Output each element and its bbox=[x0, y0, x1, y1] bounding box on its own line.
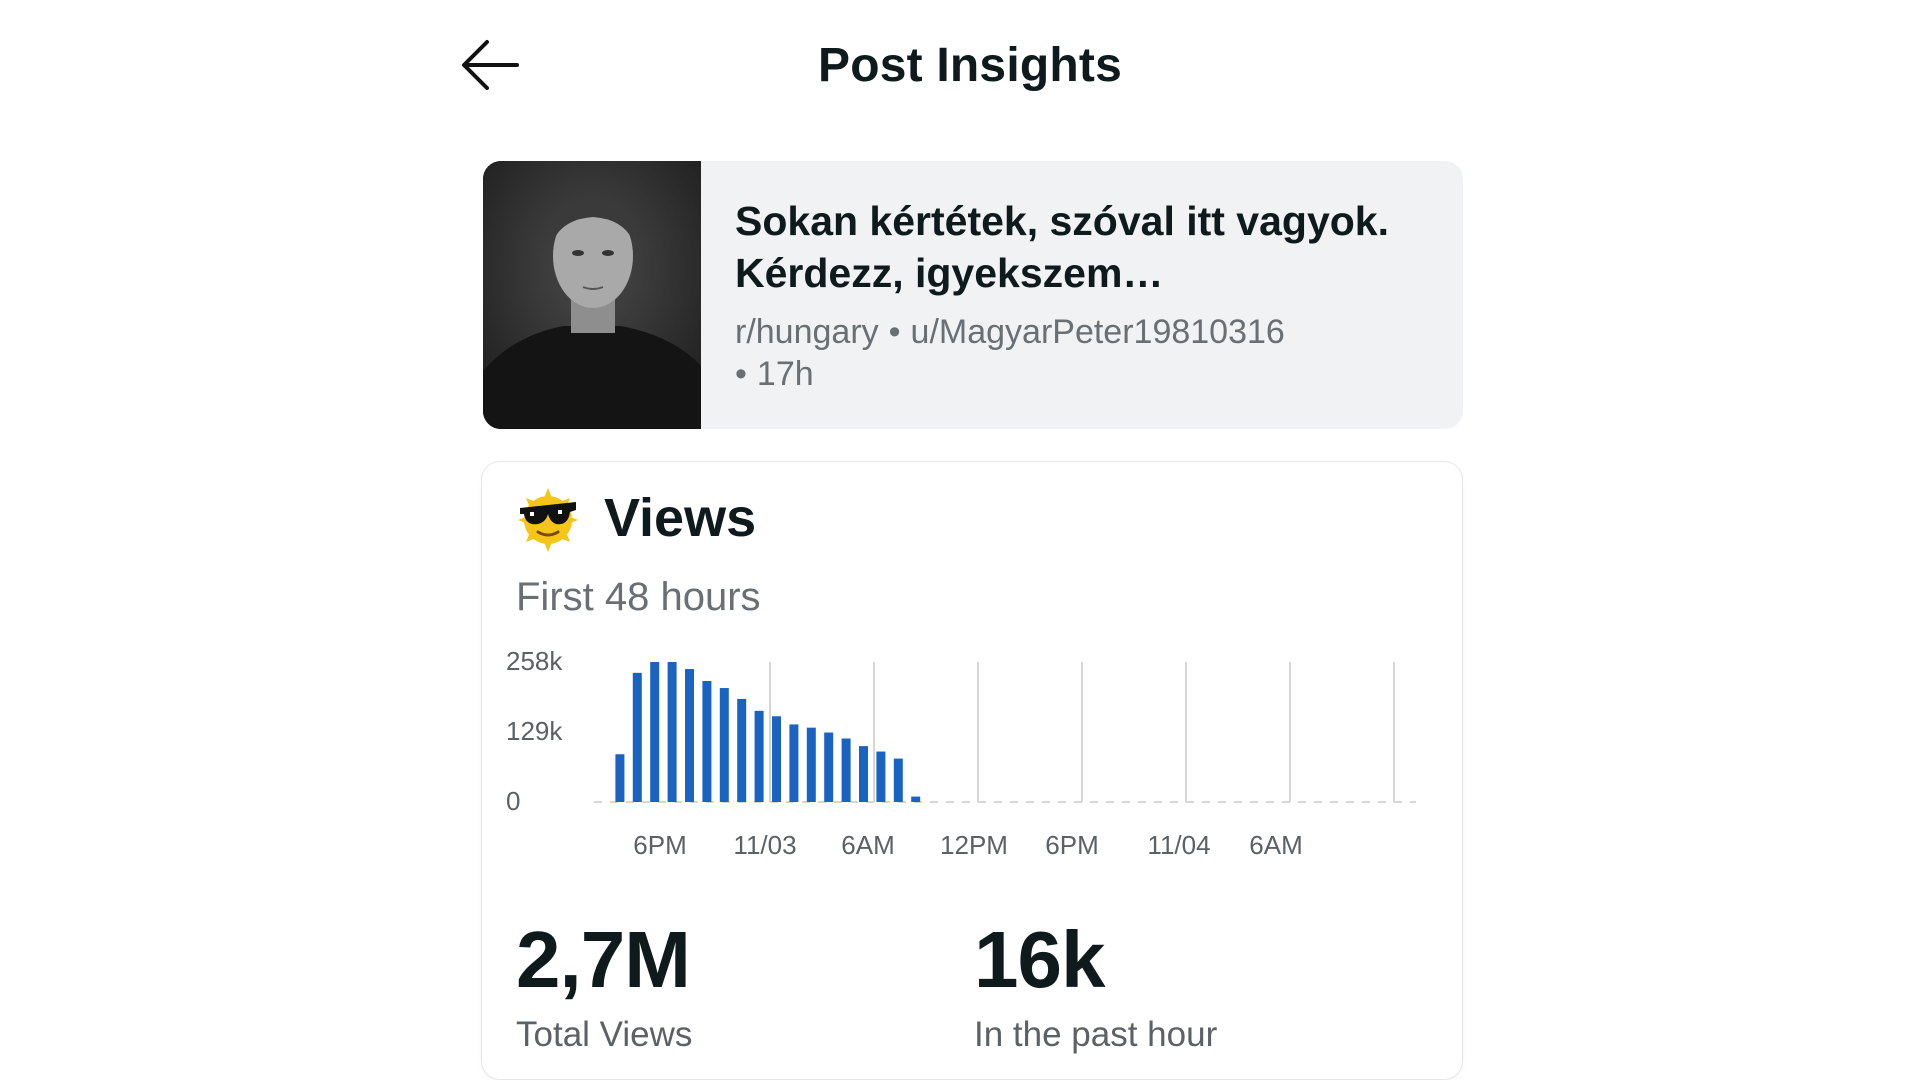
chart-bar bbox=[685, 669, 694, 802]
meta-separator: • bbox=[888, 313, 901, 351]
chart-bar bbox=[893, 758, 903, 802]
back-button[interactable] bbox=[455, 30, 525, 100]
post-thumbnail bbox=[483, 161, 701, 429]
chart-bar bbox=[632, 672, 642, 802]
post-meta: r/hungary • u/MagyarPeter19810316 • 17h bbox=[735, 311, 1433, 395]
x-tick-label: 6PM bbox=[633, 830, 686, 860]
chart-bar bbox=[789, 724, 799, 802]
chart-bar bbox=[702, 680, 712, 802]
chart-bar bbox=[772, 716, 781, 802]
arrow-left-icon bbox=[462, 40, 519, 90]
views-card: Views First 48 hours 0 129k 258k 6PM 11/03 6A… bbox=[482, 462, 1462, 1079]
author-link[interactable]: u/MagyarPeter19810316 bbox=[910, 313, 1285, 351]
total-views-value: 2,7M bbox=[516, 915, 691, 1004]
views-title: Views bbox=[604, 488, 757, 548]
chart-bar bbox=[754, 710, 764, 802]
chart-bar bbox=[824, 732, 834, 802]
chart-bar bbox=[841, 738, 851, 802]
y-tick-label: 0 bbox=[506, 786, 520, 816]
views-period: First 48 hours bbox=[516, 575, 761, 619]
chart-bar bbox=[859, 746, 868, 802]
past-hour-label: In the past hour bbox=[974, 1015, 1218, 1054]
past-hour-stat: 16k In the past hour bbox=[974, 917, 1217, 1055]
total-views-label: Total Views bbox=[516, 1015, 693, 1054]
total-views-stat: 2,7M Total Views bbox=[516, 917, 692, 1055]
chart-bar bbox=[737, 698, 747, 802]
chart-bar bbox=[667, 662, 677, 802]
x-tick-label: 11/04 bbox=[1147, 830, 1210, 860]
past-hour-value: 16k bbox=[974, 915, 1105, 1004]
x-tick-label: 11/03 bbox=[733, 830, 796, 860]
post-card[interactable]: Sokan kértétek, szóval itt vagyok. Kérde… bbox=[483, 161, 1463, 429]
views-header: Views bbox=[512, 482, 756, 554]
views-bar-chart: 0 129k 258k 6PM 11/03 6AM 12PM 6PM 11/04 6AM bbox=[506, 646, 1416, 860]
post-age: 17h bbox=[756, 355, 814, 393]
chart-bar bbox=[876, 751, 886, 802]
x-tick-label: 6PM bbox=[1045, 830, 1098, 860]
x-tick-label: 6AM bbox=[841, 830, 894, 860]
top-bar: Post Insights bbox=[0, 0, 1920, 140]
meta-separator: • bbox=[735, 355, 747, 393]
chart-bar bbox=[719, 688, 729, 802]
x-tick-label: 12PM bbox=[940, 830, 1008, 860]
y-tick-label: 258k bbox=[506, 646, 563, 676]
post-title[interactable]: Sokan kértétek, szóval itt vagyok. Kérde… bbox=[735, 198, 1389, 296]
chart-bar bbox=[806, 727, 816, 802]
chart-bar bbox=[911, 796, 921, 802]
x-tick-label: 6AM bbox=[1249, 830, 1302, 860]
y-tick-label: 129k bbox=[506, 716, 563, 746]
subreddit-link[interactable]: r/hungary bbox=[735, 313, 879, 351]
chart-bar bbox=[615, 754, 625, 802]
sunglasses-emoji-icon bbox=[518, 488, 578, 552]
page-title: Post Insights bbox=[818, 39, 1122, 92]
chart-bar bbox=[650, 662, 660, 802]
